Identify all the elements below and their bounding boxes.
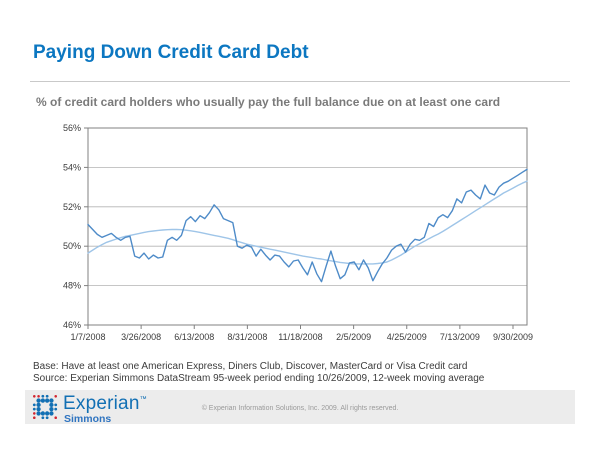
moving-average-line [87, 180, 528, 265]
sub-brand-name: Simmons [64, 413, 112, 425]
x-axis-tick-label: 9/30/2009 [493, 332, 533, 342]
weekly-series-line [87, 168, 528, 283]
page-title: Paying Down Credit Card Debt [33, 42, 309, 63]
brand-name: Experian™ [63, 393, 147, 414]
y-axis-tick-label: 52% [63, 202, 81, 212]
base-note: Base: Have at least one American Express… [33, 361, 468, 372]
x-axis-tick-label: 1/7/2008 [70, 332, 105, 342]
experian-dots-logo-icon [32, 394, 58, 420]
x-axis-tick-label: 11/18/2008 [278, 332, 322, 342]
y-axis-tick-label: 50% [63, 241, 81, 251]
x-axis-tick-label: 2/5/2009 [336, 332, 371, 342]
x-axis-tick-label: 8/31/2008 [227, 332, 267, 342]
footer-band [25, 390, 575, 424]
trademark-symbol: ™ [139, 396, 147, 403]
x-axis-tick-label: 4/25/2009 [387, 332, 427, 342]
experian-simmons-logo: Experian™ Simmons [30, 391, 230, 427]
x-axis-tick-label: 6/13/2008 [174, 332, 214, 342]
title-divider [30, 81, 570, 82]
line-chart: 56% 54% 52% 50% 48% 46% 1/7/2008 3/26/2008 6/13/… [63, 123, 533, 342]
y-axis-tick-label: 56% [63, 123, 81, 133]
copyright-text: © Experian Information Solutions, Inc. 2… [201, 405, 399, 412]
source-note: Source: Experian Simmons DataStream 95-w… [33, 373, 485, 384]
chart-subtitle: % of credit card holders who usually pay… [36, 95, 501, 109]
y-axis-tick-label: 48% [63, 281, 81, 291]
y-axis-tick-label: 46% [63, 320, 81, 330]
x-axis-tick-label: 3/26/2008 [121, 332, 161, 342]
y-axis-tick-label: 54% [63, 162, 81, 172]
x-axis-tick-label: 7/13/2009 [440, 332, 480, 342]
